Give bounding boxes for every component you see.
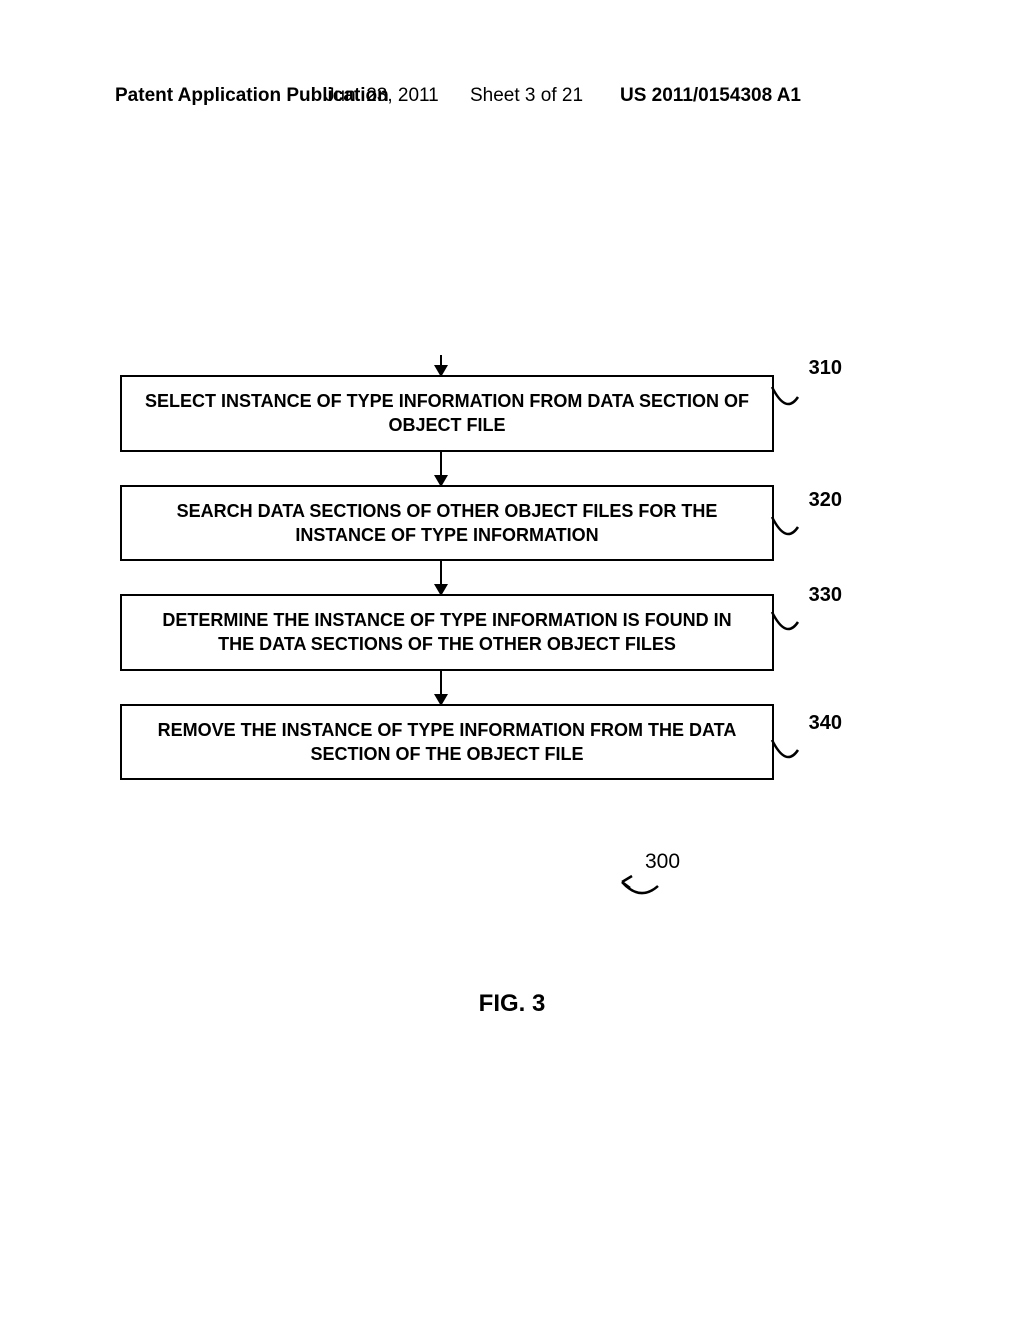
flowchart-step: DETERMINE THE INSTANCE OF TYPE INFORMATI… [120,594,774,671]
figure-ref-hook-icon [620,872,660,902]
step-text: REMOVE THE INSTANCE OF TYPE INFORMATION … [158,720,737,764]
flowchart-step: SEARCH DATA SECTIONS OF OTHER OBJECT FIL… [120,485,774,562]
figure-label: FIG. 3 [0,990,1024,1018]
ref-hook-icon [768,610,802,638]
flow-arrow [440,671,442,704]
step-text: SEARCH DATA SECTIONS OF OTHER OBJECT FIL… [177,501,718,545]
ref-hook-icon [768,385,802,413]
flow-arrow [440,561,442,594]
header-date: Jun. 23, 2011 [325,85,439,107]
figure-ref-number: 300 [645,850,680,874]
flowchart: SELECT INSTANCE OF TYPE INFORMATION FROM… [120,355,900,780]
step-ref-number: 340 [809,710,842,737]
step-text: DETERMINE THE INSTANCE OF TYPE INFORMATI… [162,610,731,654]
flow-arrow [440,355,442,375]
ref-hook-icon [768,738,802,766]
ref-hook-icon [768,515,802,543]
step-text: SELECT INSTANCE OF TYPE INFORMATION FROM… [145,391,749,435]
flowchart-step: REMOVE THE INSTANCE OF TYPE INFORMATION … [120,704,774,781]
step-ref-number: 310 [809,355,842,382]
flow-arrow [440,452,442,485]
step-ref-number: 330 [809,582,842,609]
step-ref-number: 320 [809,487,842,514]
header-pub-number: US 2011/0154308 A1 [620,85,801,107]
flowchart-step: SELECT INSTANCE OF TYPE INFORMATION FROM… [120,375,774,452]
header-sheet: Sheet 3 of 21 [470,85,583,107]
